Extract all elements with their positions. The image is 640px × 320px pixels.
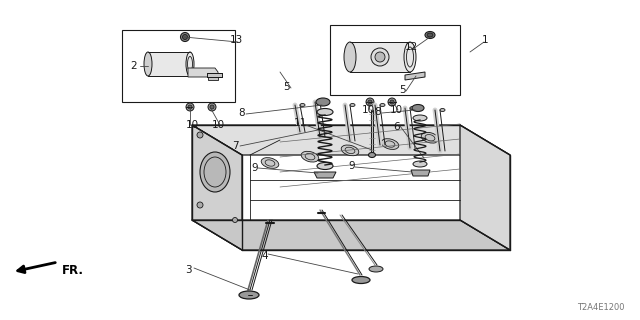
- Text: 10: 10: [186, 120, 198, 130]
- Text: 1: 1: [482, 35, 488, 45]
- Text: 10: 10: [211, 120, 225, 130]
- Ellipse shape: [369, 153, 376, 157]
- Ellipse shape: [350, 103, 355, 107]
- Text: 6: 6: [394, 122, 400, 132]
- Ellipse shape: [197, 202, 203, 208]
- Text: 8: 8: [239, 108, 245, 118]
- Text: 12: 12: [404, 42, 418, 52]
- Ellipse shape: [188, 105, 192, 109]
- Ellipse shape: [186, 52, 194, 76]
- Ellipse shape: [197, 132, 203, 138]
- Polygon shape: [192, 125, 510, 155]
- Text: 3: 3: [185, 265, 191, 275]
- Ellipse shape: [200, 152, 230, 192]
- Ellipse shape: [412, 105, 424, 111]
- Text: 7: 7: [232, 141, 238, 151]
- Ellipse shape: [301, 151, 319, 162]
- Polygon shape: [411, 170, 430, 176]
- Polygon shape: [405, 72, 425, 80]
- Ellipse shape: [186, 103, 194, 111]
- Ellipse shape: [182, 35, 188, 39]
- Text: 10: 10: [389, 105, 403, 115]
- Text: 8: 8: [374, 107, 381, 117]
- Ellipse shape: [317, 163, 333, 170]
- Ellipse shape: [413, 115, 427, 121]
- Ellipse shape: [366, 98, 374, 106]
- Ellipse shape: [404, 42, 416, 72]
- Ellipse shape: [316, 98, 330, 106]
- Ellipse shape: [317, 108, 333, 116]
- Bar: [122, 30, 235, 102]
- Text: 13: 13: [229, 35, 243, 45]
- Ellipse shape: [427, 33, 433, 37]
- Bar: [330, 25, 460, 95]
- Ellipse shape: [421, 132, 439, 143]
- Ellipse shape: [232, 218, 237, 222]
- Ellipse shape: [375, 52, 385, 62]
- Polygon shape: [192, 220, 510, 250]
- Text: 9: 9: [252, 163, 259, 173]
- Text: 4: 4: [262, 251, 268, 261]
- Polygon shape: [208, 77, 218, 80]
- Ellipse shape: [368, 100, 372, 104]
- Polygon shape: [460, 125, 510, 250]
- Ellipse shape: [381, 139, 399, 149]
- Ellipse shape: [413, 161, 427, 167]
- Text: 5: 5: [399, 85, 405, 95]
- Text: 2: 2: [131, 61, 138, 71]
- Text: 9: 9: [349, 161, 355, 171]
- Ellipse shape: [239, 291, 259, 299]
- Polygon shape: [314, 172, 336, 178]
- Ellipse shape: [210, 105, 214, 109]
- Polygon shape: [350, 42, 410, 72]
- Text: 11: 11: [293, 118, 307, 128]
- Polygon shape: [207, 73, 222, 77]
- Text: T2A4E1200: T2A4E1200: [577, 303, 625, 312]
- Text: 10: 10: [362, 105, 374, 115]
- Ellipse shape: [320, 100, 325, 103]
- Ellipse shape: [208, 103, 216, 111]
- Polygon shape: [192, 125, 242, 250]
- Ellipse shape: [410, 107, 415, 109]
- Ellipse shape: [144, 52, 152, 76]
- Ellipse shape: [352, 276, 370, 284]
- Text: FR.: FR.: [62, 263, 84, 276]
- Polygon shape: [188, 68, 218, 77]
- Ellipse shape: [425, 31, 435, 38]
- Polygon shape: [148, 52, 190, 76]
- Ellipse shape: [369, 266, 383, 272]
- Text: 5: 5: [284, 82, 291, 92]
- Ellipse shape: [344, 42, 356, 72]
- Ellipse shape: [390, 100, 394, 104]
- Ellipse shape: [180, 33, 189, 42]
- Ellipse shape: [341, 145, 359, 156]
- Ellipse shape: [371, 48, 389, 66]
- Ellipse shape: [440, 108, 445, 111]
- Ellipse shape: [261, 158, 279, 168]
- Ellipse shape: [380, 103, 385, 107]
- Ellipse shape: [388, 98, 396, 106]
- Ellipse shape: [300, 103, 305, 107]
